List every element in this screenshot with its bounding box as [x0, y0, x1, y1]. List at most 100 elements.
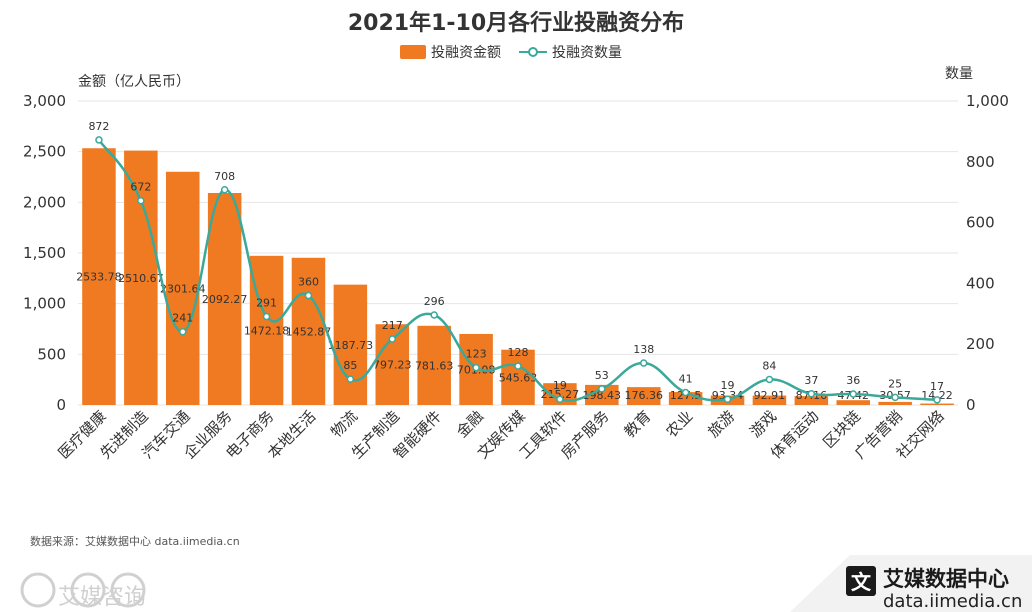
count-point	[388, 335, 397, 343]
bar-value-label: 781.63	[415, 359, 454, 372]
bar-value-label: 176.36	[624, 389, 663, 402]
bar	[878, 401, 912, 405]
count-value-label: 37	[804, 374, 818, 387]
category-label: 教育	[621, 407, 655, 441]
count-point	[765, 375, 774, 384]
count-point	[681, 388, 690, 397]
bar	[82, 148, 116, 405]
count-point	[95, 136, 103, 144]
bar-value-label: 2533.78	[76, 271, 122, 284]
bar	[836, 400, 870, 405]
count-point	[933, 396, 941, 404]
bar	[794, 396, 829, 405]
chart-title: 2021年1-10月各行业投融资分布	[348, 10, 684, 36]
category-label: 旅游	[704, 407, 738, 441]
count-value-label: 41	[679, 373, 693, 386]
bar-value-label: 2301.64	[160, 282, 206, 295]
count-point	[137, 196, 145, 205]
watermark-brand-name: 艾媒数据中心	[883, 567, 1009, 591]
category-label: 物流	[327, 407, 361, 441]
y-left-tick-label: 3,000	[23, 92, 66, 110]
bar-value-label: 1472.18	[244, 324, 290, 337]
count-point	[304, 291, 313, 300]
count-line	[97, 139, 938, 402]
count-value-label: 291	[256, 297, 277, 310]
bar	[752, 395, 787, 405]
count-point	[598, 385, 606, 393]
count-point	[220, 186, 229, 194]
iimedia-logo-icon	[846, 566, 876, 596]
count-value-label: 128	[508, 346, 529, 359]
count-value-label: 53	[595, 369, 609, 382]
bar-value-label: 215.27	[541, 388, 580, 401]
y-left-axis-title: 金额（亿人民币）	[78, 74, 190, 90]
count-value-label: 672	[130, 181, 151, 194]
y-left-tick-label: 0	[56, 396, 66, 414]
bar-value-label: 797.23	[373, 359, 412, 372]
count-point	[346, 375, 355, 383]
bar-value-label: 92.91	[754, 389, 786, 402]
count-value-label: 25	[888, 377, 902, 390]
legend-bar-label: 投融资金额	[431, 45, 501, 61]
count-value-label: 123	[466, 348, 487, 361]
y-right-tick-label: 0	[966, 396, 976, 414]
count-point	[556, 395, 564, 403]
watermark-circle-icon	[20, 572, 56, 608]
legend-bar-swatch	[400, 45, 426, 59]
count-value-label: 241	[172, 312, 193, 325]
source-note: 数据来源：艾媒数据中心 data.iimedia.cn	[30, 534, 240, 548]
count-value-label: 296	[424, 295, 445, 308]
bar-value-label: 2092.27	[202, 293, 248, 306]
bar	[291, 257, 326, 405]
bar	[166, 171, 200, 405]
bar	[207, 192, 242, 405]
bar	[124, 150, 158, 405]
count-value-label: 708	[214, 170, 235, 183]
count-point	[891, 393, 899, 402]
y-right-tick-label: 800	[966, 153, 995, 171]
count-point	[179, 327, 187, 336]
count-value-label: 84	[762, 359, 776, 372]
watermark-circle-icon	[110, 572, 146, 608]
category-label: 游戏	[746, 407, 780, 441]
bar-value-label: 1452.87	[286, 325, 332, 338]
watermark-circle-icon	[70, 572, 106, 608]
legend-line-marker	[528, 47, 538, 57]
bar	[626, 387, 661, 405]
count-value-label: 872	[88, 120, 109, 133]
bar	[417, 325, 451, 405]
bar-value-label: 545.63	[499, 371, 538, 384]
y-right-tick-label: 1,000	[966, 92, 1009, 110]
count-point	[514, 362, 522, 370]
count-value-label: 19	[553, 379, 567, 392]
count-point	[849, 390, 857, 398]
count-point	[639, 359, 648, 367]
count-value-label: 360	[298, 276, 319, 289]
count-point	[807, 390, 816, 398]
count-value-label: 17	[930, 380, 944, 393]
y-right-tick-label: 600	[966, 214, 995, 232]
legend: 投融资金额 投融资数量	[400, 45, 622, 61]
count-point	[472, 363, 480, 372]
count-value-label: 217	[382, 319, 403, 332]
y-right-tick-label: 400	[966, 274, 995, 292]
bar	[585, 384, 619, 405]
bar	[249, 255, 284, 405]
count-point	[262, 312, 271, 321]
watermark-corner-text: 艾媒咨询	[58, 585, 146, 610]
legend-line-label: 投融资数量	[552, 45, 622, 61]
category-label: 农业	[662, 407, 696, 441]
y-right-tick-label: 200	[966, 335, 995, 353]
category-label: 金融	[453, 407, 487, 441]
watermark-url: data.iimedia.cn	[883, 591, 1022, 612]
bar-value-label: 2510.67	[118, 272, 164, 285]
y-left-tick-label: 2,000	[23, 193, 66, 211]
bar	[333, 284, 368, 405]
svg-text:文: 文	[851, 570, 872, 594]
count-point	[723, 395, 732, 403]
bar-value-label: 1187.73	[328, 339, 374, 352]
count-value-label: 85	[343, 359, 357, 372]
count-value-label: 138	[633, 343, 654, 356]
count-value-label: 36	[846, 374, 860, 387]
y-left-tick-label: 500	[37, 345, 66, 363]
